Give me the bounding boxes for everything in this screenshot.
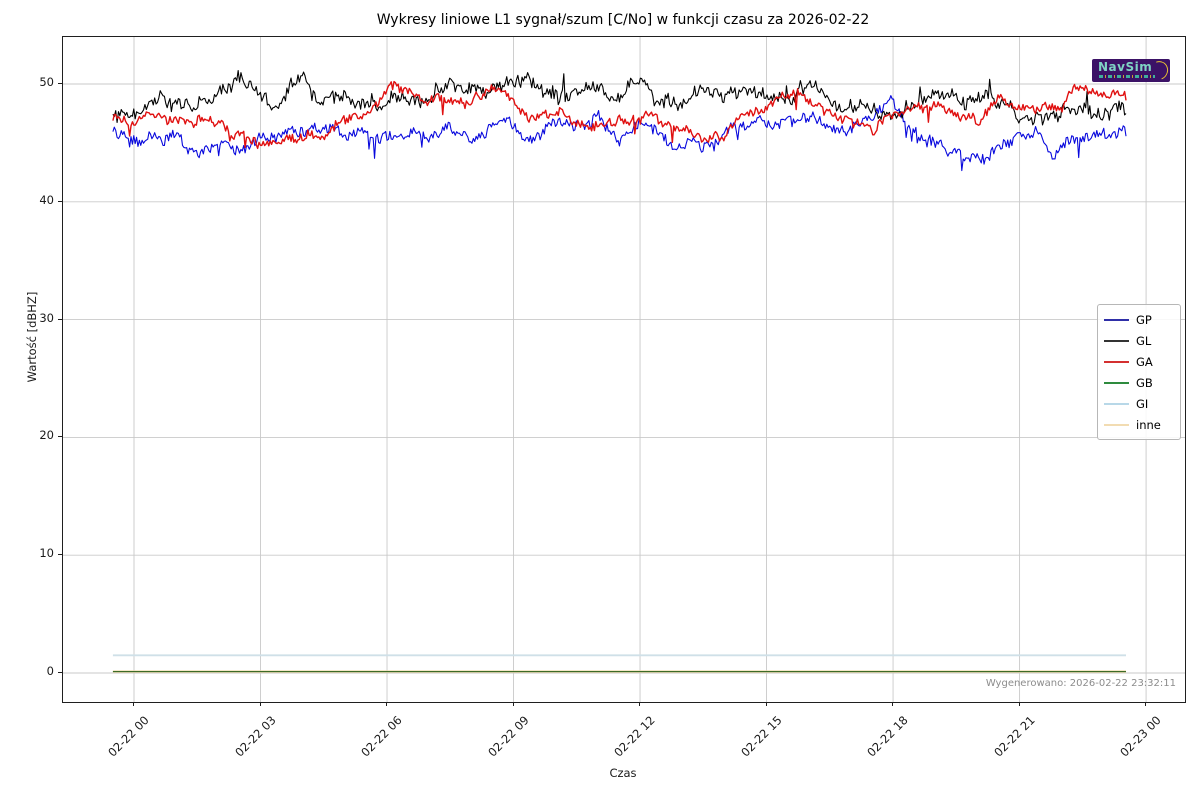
legend-item-ga: GA [1104,351,1174,372]
legend-label: GI [1136,396,1149,411]
legend-label: GL [1136,333,1152,348]
legend-item-gb: GB [1104,372,1174,393]
legend-line-swatch [1104,381,1129,384]
legend-item-gi: GI [1104,393,1174,414]
x-tick-mark [259,702,261,706]
y-tick-mark [58,554,62,556]
y-axis-label: Wartość [dBHZ] [25,291,39,383]
y-tick-label: 40 [39,192,54,207]
chart-legend: GP GL GA GB GI inne [1097,304,1181,440]
legend-item-gp: GP [1104,309,1174,330]
x-tick-mark [386,702,388,706]
plot-canvas [63,37,1185,702]
generated-timestamp: Wygenerowano: 2026-02-22 23:32:11 [985,678,1176,689]
x-axis-label: Czas [609,766,637,780]
x-tick-mark [765,702,767,706]
y-tick-mark [58,318,62,320]
y-tick-label: 30 [39,310,54,325]
y-tick-label: 0 [46,664,54,678]
x-tick-mark [512,702,514,706]
y-tick-mark [58,672,62,673]
y-tick-label: 10 [39,546,54,561]
x-tick-mark [892,702,894,706]
legend-line-swatch [1104,402,1129,405]
navsim-logo-subtitle [1099,75,1155,78]
x-tick-mark [1018,702,1020,706]
navsim-logo-text: NavSim [1098,60,1153,74]
y-tick-mark [58,200,62,202]
legend-label: GP [1136,312,1152,327]
legend-item-inne: inne [1104,414,1174,435]
y-tick-mark [58,436,62,438]
x-tick-mark [1145,702,1147,706]
y-tick-label: 50 [39,75,54,89]
legend-label: inne [1136,417,1161,432]
y-tick-label: 20 [39,428,54,443]
x-tick-mark [639,702,641,706]
chart-title: Wykresy liniowe L1 sygnał/szum [C/No] w … [376,12,870,28]
y-tick-mark [58,83,62,84]
legend-line-swatch [1104,423,1129,426]
legend-line-swatch [1104,339,1129,342]
legend-line-swatch [1104,360,1129,363]
legend-line-swatch [1104,318,1129,321]
plot-area [62,36,1186,703]
x-tick-mark [133,702,134,706]
legend-item-gl: GL [1104,330,1174,351]
navsim-logo: NavSim [1092,59,1170,82]
legend-label: GB [1136,375,1153,390]
legend-label: GA [1136,354,1153,369]
